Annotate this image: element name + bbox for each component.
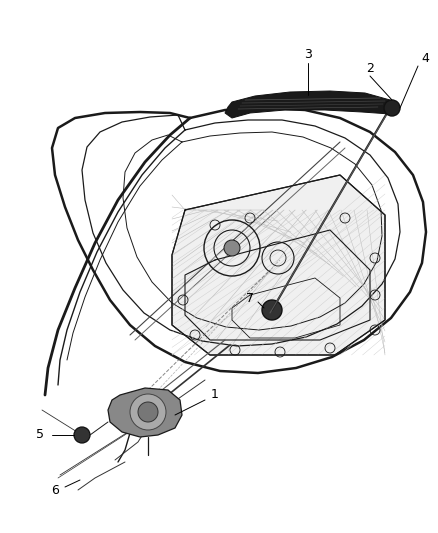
Circle shape bbox=[384, 100, 400, 116]
Text: 3: 3 bbox=[304, 49, 312, 61]
Circle shape bbox=[130, 394, 166, 430]
Text: 2: 2 bbox=[366, 61, 374, 75]
Circle shape bbox=[262, 300, 282, 320]
Text: 1: 1 bbox=[211, 389, 219, 401]
Circle shape bbox=[224, 240, 240, 256]
Text: 7: 7 bbox=[246, 292, 254, 304]
Polygon shape bbox=[225, 91, 395, 118]
Circle shape bbox=[138, 402, 158, 422]
Text: 6: 6 bbox=[51, 483, 59, 497]
Circle shape bbox=[74, 427, 90, 443]
Text: 5: 5 bbox=[36, 429, 44, 441]
Polygon shape bbox=[108, 388, 182, 437]
Text: 4: 4 bbox=[421, 52, 429, 64]
Polygon shape bbox=[172, 175, 385, 355]
